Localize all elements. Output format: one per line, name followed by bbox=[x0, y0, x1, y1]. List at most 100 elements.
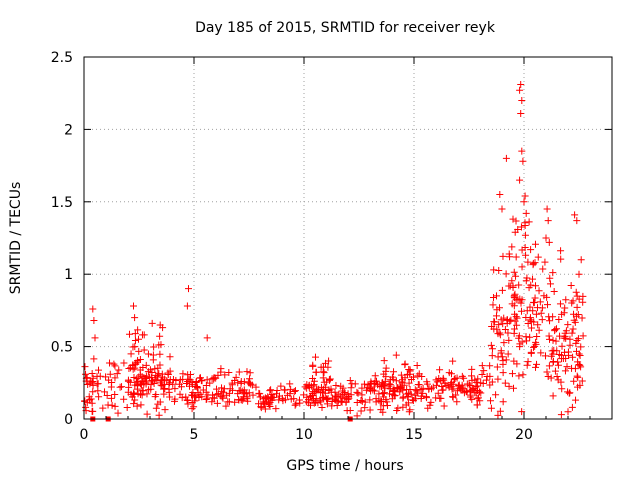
data-point bbox=[558, 342, 566, 350]
data-point bbox=[449, 393, 457, 401]
data-point bbox=[527, 349, 535, 357]
data-point bbox=[131, 330, 139, 338]
data-point bbox=[272, 405, 280, 413]
data-point bbox=[392, 377, 400, 385]
data-point bbox=[353, 399, 361, 407]
data-point bbox=[434, 389, 442, 397]
data-point bbox=[165, 385, 173, 393]
data-point bbox=[260, 400, 268, 408]
data-point bbox=[324, 363, 332, 371]
data-point bbox=[535, 287, 543, 295]
data-point bbox=[185, 285, 192, 293]
data-point bbox=[134, 326, 142, 334]
data-point bbox=[543, 293, 551, 301]
data-point bbox=[549, 269, 557, 277]
data-point bbox=[493, 306, 501, 314]
data-point bbox=[499, 252, 507, 260]
data-point bbox=[433, 378, 441, 386]
data-point bbox=[134, 356, 142, 364]
data-point bbox=[319, 368, 327, 376]
y-tick-label: 2.5 bbox=[51, 50, 73, 66]
data-point bbox=[515, 334, 523, 342]
data-point bbox=[166, 353, 174, 361]
data-point bbox=[505, 382, 513, 390]
data-point bbox=[539, 265, 547, 273]
data-point bbox=[102, 373, 110, 381]
data-point bbox=[249, 391, 257, 399]
data-point bbox=[265, 401, 273, 409]
data-point bbox=[198, 393, 206, 401]
data-point bbox=[235, 368, 243, 376]
data-point bbox=[518, 408, 526, 416]
data-point bbox=[496, 407, 504, 415]
data-point bbox=[507, 316, 515, 324]
data-point bbox=[283, 391, 291, 399]
data-point bbox=[521, 192, 529, 200]
data-point bbox=[548, 347, 556, 355]
data-point bbox=[358, 384, 366, 392]
data-point bbox=[107, 394, 115, 402]
data-point bbox=[557, 255, 565, 263]
data-point bbox=[579, 298, 587, 306]
data-point bbox=[138, 387, 146, 395]
data-point bbox=[224, 398, 232, 406]
data-point bbox=[411, 391, 419, 399]
data-point bbox=[295, 396, 303, 404]
data-point bbox=[309, 395, 317, 403]
data-point bbox=[506, 282, 514, 290]
data-point bbox=[558, 385, 566, 393]
data-point bbox=[151, 375, 159, 383]
data-point bbox=[522, 251, 530, 259]
data-point bbox=[379, 389, 387, 397]
data-point bbox=[94, 380, 102, 388]
data-point bbox=[371, 380, 379, 388]
data-point bbox=[538, 316, 546, 324]
data-point bbox=[561, 332, 569, 340]
data-point bbox=[155, 341, 163, 349]
data-point bbox=[508, 243, 516, 251]
data-point bbox=[554, 358, 562, 366]
data-point bbox=[184, 377, 192, 385]
data-point bbox=[203, 334, 211, 342]
data-point bbox=[129, 361, 137, 369]
data-point bbox=[502, 270, 510, 278]
data-point bbox=[213, 399, 221, 407]
data-point bbox=[370, 380, 378, 388]
data-point bbox=[487, 341, 495, 349]
data-point bbox=[554, 376, 562, 384]
data-point bbox=[572, 339, 580, 347]
data-point bbox=[223, 391, 231, 399]
data-point bbox=[184, 400, 192, 408]
data-point bbox=[89, 381, 97, 389]
data-point bbox=[556, 300, 564, 308]
data-point bbox=[526, 316, 534, 324]
data-point bbox=[405, 366, 413, 374]
data-point bbox=[95, 393, 103, 401]
data-point bbox=[522, 333, 530, 341]
data-point bbox=[344, 390, 352, 398]
data-point bbox=[309, 390, 317, 398]
data-point bbox=[488, 322, 496, 330]
data-point bbox=[380, 389, 388, 397]
data-point bbox=[142, 380, 150, 388]
data-point bbox=[190, 403, 198, 411]
data-point bbox=[498, 205, 506, 213]
data-point bbox=[518, 263, 526, 271]
data-point bbox=[364, 381, 372, 389]
data-point bbox=[170, 397, 178, 405]
data-point bbox=[564, 408, 572, 416]
data-point bbox=[417, 394, 425, 402]
data-point bbox=[504, 329, 512, 337]
data-point bbox=[573, 372, 581, 380]
data-point bbox=[551, 325, 559, 333]
data-point bbox=[496, 191, 504, 199]
data-point bbox=[221, 371, 229, 379]
data-point bbox=[209, 391, 217, 399]
data-point bbox=[381, 377, 389, 385]
data-point bbox=[458, 372, 466, 380]
data-point bbox=[320, 385, 328, 393]
data-point bbox=[391, 392, 399, 400]
data-point bbox=[492, 391, 500, 399]
data-point bbox=[518, 96, 526, 104]
data-point bbox=[513, 360, 521, 368]
